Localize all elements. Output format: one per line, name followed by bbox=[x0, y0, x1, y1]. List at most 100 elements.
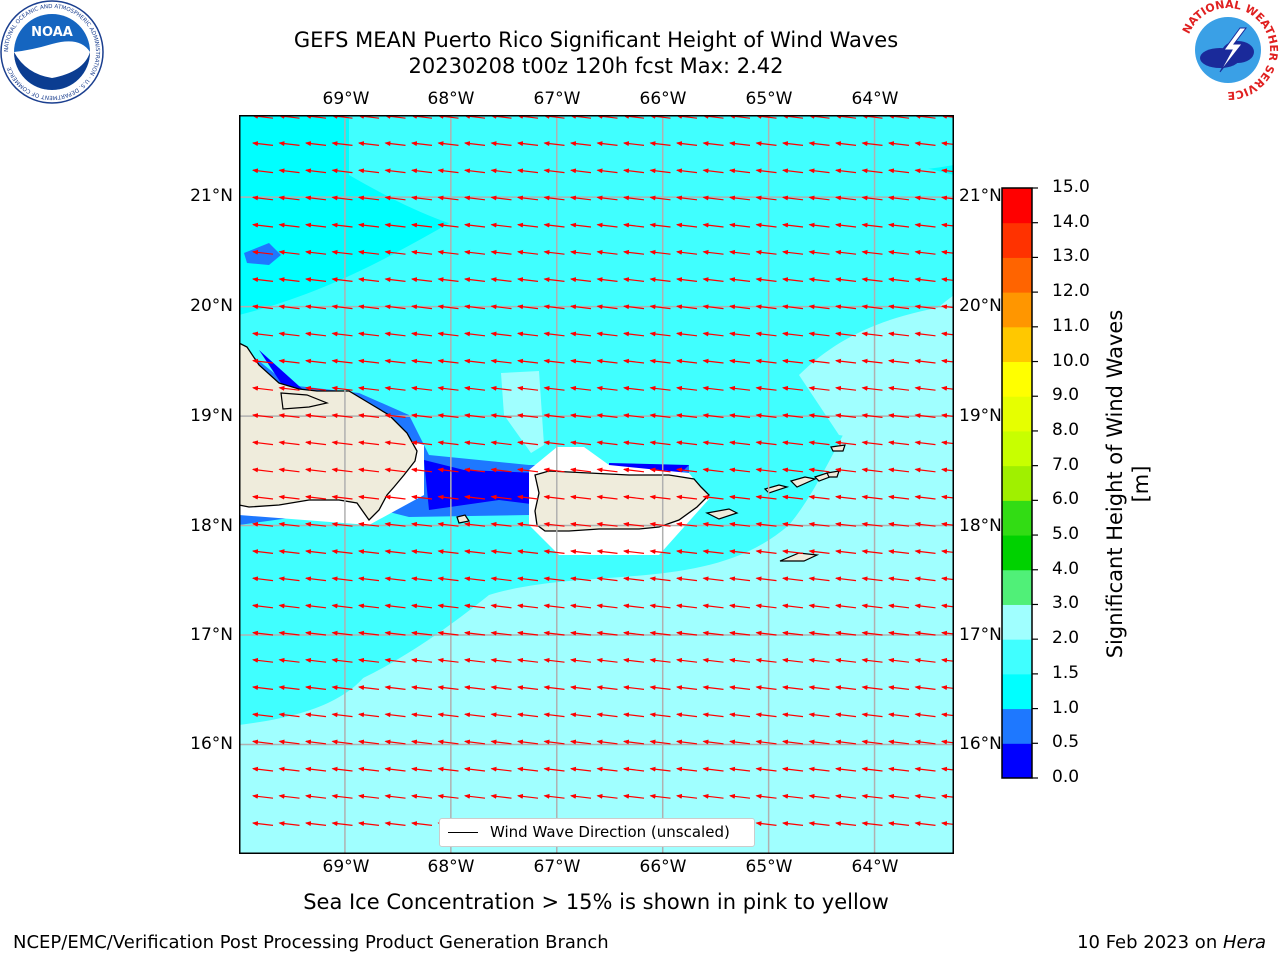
wave-direction-arrow bbox=[252, 630, 274, 636]
wave-direction-arrow bbox=[331, 657, 353, 663]
wave-direction-arrow bbox=[755, 576, 777, 582]
lat-label-right-18n: 18°N bbox=[959, 516, 1002, 536]
wave-direction-arrow bbox=[623, 304, 645, 310]
wave-direction-arrow bbox=[305, 168, 327, 174]
wave-direction-arrow bbox=[278, 467, 300, 473]
wave-direction-arrow bbox=[543, 657, 565, 663]
wave-direction-arrow bbox=[702, 712, 724, 718]
wave-direction-arrow bbox=[437, 385, 459, 391]
wave-direction-arrow bbox=[676, 331, 698, 337]
colorbar-tick-label: 6.0 bbox=[1052, 489, 1080, 510]
wave-direction-arrow bbox=[623, 630, 645, 636]
wave-direction-arrow bbox=[914, 576, 936, 582]
wave-direction-arrow bbox=[543, 331, 565, 337]
wave-direction-arrow bbox=[437, 766, 459, 772]
wave-direction-arrow bbox=[358, 440, 380, 446]
wave-direction-arrow bbox=[305, 494, 327, 500]
lon-label-top-68w: 68°W bbox=[427, 89, 475, 109]
wave-direction-arrow bbox=[755, 331, 777, 337]
wave-direction-arrow bbox=[835, 793, 857, 799]
wave-direction-arrow bbox=[543, 249, 565, 255]
wave-direction-arrow bbox=[755, 168, 777, 174]
wave-direction-arrow bbox=[729, 712, 751, 718]
wave-direction-arrow bbox=[384, 277, 406, 283]
wave-direction-arrow bbox=[517, 603, 539, 609]
wave-field-0-0-0-5 bbox=[259, 350, 309, 395]
wave-direction-arrow bbox=[358, 413, 380, 419]
wave-direction-arrow bbox=[437, 358, 459, 364]
wave-direction-arrow bbox=[755, 385, 777, 391]
wave-direction-arrow bbox=[543, 712, 565, 718]
wave-direction-arrow bbox=[782, 277, 804, 283]
wave-direction-arrow bbox=[331, 685, 353, 691]
wave-direction-arrow bbox=[808, 793, 830, 799]
wave-direction-arrow bbox=[384, 793, 406, 799]
wave-direction-arrow bbox=[331, 494, 353, 500]
colorbar-tick-label: 9.0 bbox=[1052, 385, 1080, 406]
wave-direction-arrow bbox=[596, 141, 618, 147]
wave-direction-arrow bbox=[437, 304, 459, 310]
wave-direction-arrow bbox=[358, 168, 380, 174]
wave-direction-arrow bbox=[835, 195, 857, 201]
wave-direction-arrow bbox=[623, 576, 645, 582]
wave-direction-arrow bbox=[596, 168, 618, 174]
wave-direction-arrow bbox=[490, 440, 512, 446]
wave-direction-arrow bbox=[835, 277, 857, 283]
wave-direction-arrow bbox=[888, 739, 910, 745]
land-isla-mona bbox=[456, 514, 470, 524]
wave-direction-arrow bbox=[596, 712, 618, 718]
wave-direction-arrow bbox=[888, 793, 910, 799]
wave-direction-arrow bbox=[543, 739, 565, 745]
wave-direction-arrow bbox=[861, 277, 883, 283]
wave-direction-arrow bbox=[305, 331, 327, 337]
wave-direction-arrow bbox=[914, 766, 936, 772]
wave-direction-arrow bbox=[437, 630, 459, 636]
wave-direction-arrow bbox=[835, 467, 857, 473]
wave-direction-arrow bbox=[808, 467, 830, 473]
wave-direction-arrow bbox=[702, 331, 724, 337]
wave-direction-arrow bbox=[729, 358, 751, 364]
wave-direction-arrow bbox=[464, 195, 486, 201]
wave-direction-arrow bbox=[358, 222, 380, 228]
colorbar-segment bbox=[1002, 222, 1032, 258]
wave-direction-arrow bbox=[676, 358, 698, 364]
wave-direction-arrow bbox=[384, 521, 406, 527]
wave-direction-arrow bbox=[941, 331, 954, 337]
wave-direction-arrow bbox=[808, 168, 830, 174]
wave-direction-arrow bbox=[888, 358, 910, 364]
wave-direction-arrow bbox=[861, 793, 883, 799]
wave-direction-arrow bbox=[808, 440, 830, 446]
wave-direction-arrow bbox=[649, 766, 671, 772]
wave-direction-arrow bbox=[835, 494, 857, 500]
wave-direction-arrow bbox=[517, 549, 539, 555]
wave-direction-arrow bbox=[384, 549, 406, 555]
wave-direction-arrow bbox=[941, 358, 954, 364]
wave-direction-arrow bbox=[252, 385, 274, 391]
wave-direction-arrow bbox=[305, 467, 327, 473]
wave-direction-arrow bbox=[464, 141, 486, 147]
wave-direction-arrow bbox=[384, 440, 406, 446]
wave-direction-arrow bbox=[676, 195, 698, 201]
wave-direction-arrow bbox=[941, 249, 954, 255]
wave-direction-arrow bbox=[596, 685, 618, 691]
colorbar-tick-label: 10.0 bbox=[1052, 350, 1090, 371]
wave-direction-arrow bbox=[914, 739, 936, 745]
wave-direction-arrow bbox=[941, 168, 954, 174]
wave-direction-arrow bbox=[278, 657, 300, 663]
wave-direction-arrow bbox=[517, 304, 539, 310]
wave-direction-arrow bbox=[411, 766, 433, 772]
wave-direction-arrow bbox=[358, 385, 380, 391]
wave-direction-arrow bbox=[543, 549, 565, 555]
land-virgin-islands-1 bbox=[705, 508, 739, 520]
wave-direction-arrow bbox=[358, 277, 380, 283]
wave-direction-arrow bbox=[464, 249, 486, 255]
wave-direction-arrow bbox=[464, 277, 486, 283]
wave-direction-arrow bbox=[623, 685, 645, 691]
wave-direction-arrow bbox=[305, 603, 327, 609]
wave-direction-arrow bbox=[729, 521, 751, 527]
wave-direction-arrow bbox=[861, 603, 883, 609]
wave-direction-arrow bbox=[517, 440, 539, 446]
wave-direction-arrow bbox=[861, 249, 883, 255]
wave-direction-arrow bbox=[331, 521, 353, 527]
wave-direction-arrow bbox=[914, 657, 936, 663]
